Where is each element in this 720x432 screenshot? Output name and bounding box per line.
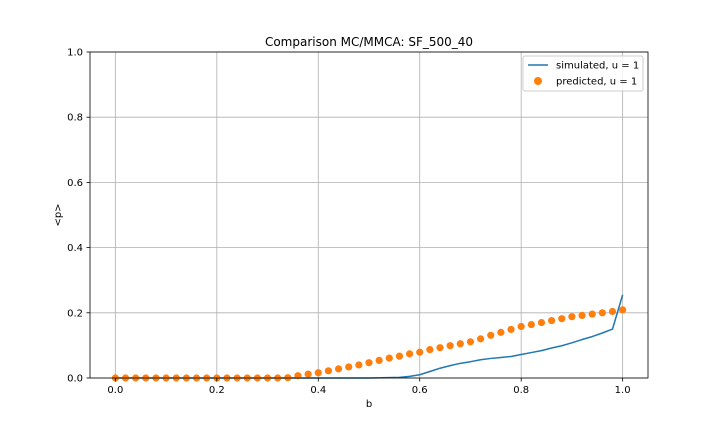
data-point-predicted <box>598 309 606 317</box>
data-point-predicted <box>619 306 627 314</box>
data-point-predicted <box>385 354 393 362</box>
data-point-predicted <box>324 367 333 375</box>
data-point-predicted <box>395 352 404 360</box>
data-point-predicted <box>314 369 322 377</box>
x-tick-label: 0.8 <box>513 385 529 396</box>
data-point-predicted <box>405 350 414 358</box>
data-point-predicted <box>548 317 556 325</box>
data-point-predicted <box>334 365 343 373</box>
data-point-predicted <box>608 307 617 316</box>
data-point-predicted <box>466 338 475 346</box>
data-point-predicted <box>294 372 302 380</box>
x-tick-label: 0.2 <box>209 385 225 396</box>
data-point-predicted <box>578 311 586 320</box>
chart-title: Comparison MC/MMCA: SF_500_40 <box>265 35 473 49</box>
data-point-predicted <box>507 325 515 334</box>
legend: simulated, u = 1 predicted, u = 1 <box>522 55 644 92</box>
data-point-predicted <box>304 370 312 378</box>
data-point-predicted <box>588 310 596 318</box>
axes-frame <box>89 51 649 379</box>
legend-label-predicted: predicted, u = 1 <box>556 77 637 88</box>
data-point-predicted <box>345 363 353 371</box>
data-point-predicted <box>456 340 464 348</box>
data-point-predicted <box>365 359 373 367</box>
series-line-simulated <box>115 294 624 379</box>
data-point-predicted <box>558 315 566 323</box>
data-point-predicted <box>537 318 546 327</box>
y-tick-label: 0.0 <box>67 374 83 385</box>
y-tick-label: 0.2 <box>67 308 83 319</box>
data-point-predicted <box>426 346 434 354</box>
x-axis-label: b <box>366 399 372 410</box>
data-point-predicted <box>436 344 444 352</box>
data-point-predicted <box>375 356 383 364</box>
data-point-predicted <box>446 342 454 350</box>
data-point-predicted <box>355 361 363 369</box>
data-point-predicted <box>487 331 495 339</box>
data-point-predicted <box>568 313 576 321</box>
x-tick-label: 1.0 <box>615 385 631 396</box>
y-tick-label: 0.6 <box>67 178 83 189</box>
x-tick-label: 0.4 <box>310 385 326 396</box>
data-point-predicted <box>497 328 505 336</box>
y-tick-label: 0.4 <box>67 243 83 254</box>
data-point-predicted <box>477 335 485 343</box>
legend-box <box>522 55 644 92</box>
y-axis-label: <p> <box>53 203 64 226</box>
legend-marker-key <box>534 77 542 85</box>
axis-ticks: 0.0 0.2 0.4 0.6 0.8 1.0 0.0 0.2 0.4 0.6 0.8 1.0 <box>67 48 630 397</box>
data-point-predicted <box>416 348 424 356</box>
x-tick-label: 0.6 <box>412 385 428 396</box>
data-point-predicted <box>527 320 535 329</box>
y-tick-label: 0.8 <box>67 113 83 124</box>
x-tick-label: 0.0 <box>107 385 123 396</box>
legend-label-simulated: simulated, u = 1 <box>556 61 639 72</box>
data-point-predicted <box>517 322 525 331</box>
y-tick-label: 1.0 <box>67 48 83 59</box>
